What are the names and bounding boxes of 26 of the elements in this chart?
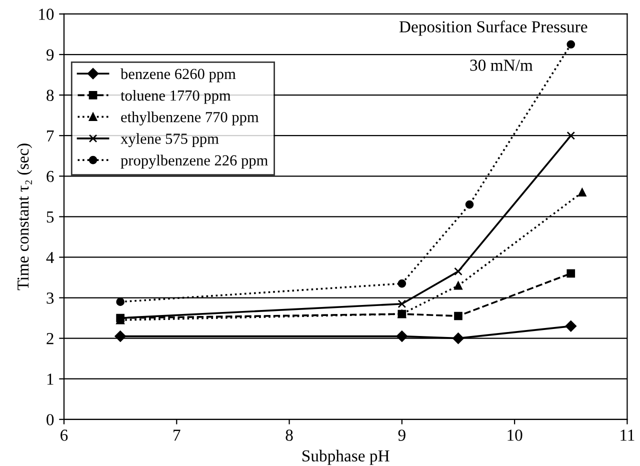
y-axis-title: Time constant τ₂ (sec): [16, 144, 32, 290]
x-tick-label: 10: [508, 430, 522, 441]
legend-label: propylbenzene 226 ppm: [120, 154, 268, 169]
legend-label: toluene 1770 ppm: [120, 90, 231, 104]
legend-label: benzene 6260 ppm: [120, 68, 236, 82]
x-tick-label: 7: [174, 430, 180, 441]
x-axis-title: Subphase pH: [302, 450, 390, 465]
y-tick-label: 10: [39, 8, 54, 20]
y-tick-label: 8: [46, 90, 54, 102]
y-tick-label: 4: [46, 252, 54, 264]
y-tick-label: 2: [46, 333, 54, 344]
x-tick-label: 11: [620, 430, 634, 441]
y-tick-label: 0: [46, 414, 54, 426]
x-tick-label: 8: [286, 430, 293, 441]
legend-label: ethylbenzene 770 ppm: [121, 112, 259, 126]
y-tick-label: 5: [46, 212, 54, 223]
y-tick-label: 3: [46, 292, 54, 304]
y-tick-label: 6: [46, 170, 54, 182]
y-tick-label: 9: [46, 49, 54, 60]
annotation: 30 mN/m: [470, 60, 533, 71]
y-tick-label: 7: [47, 130, 54, 142]
legend-label: xylene 575 ppm: [120, 133, 219, 148]
x-tick-label: 6: [60, 430, 68, 441]
y-tick-label: 1: [47, 374, 54, 385]
annotation: Deposition Surface Pressure: [399, 20, 588, 36]
x-tick-label: 9: [398, 430, 406, 441]
